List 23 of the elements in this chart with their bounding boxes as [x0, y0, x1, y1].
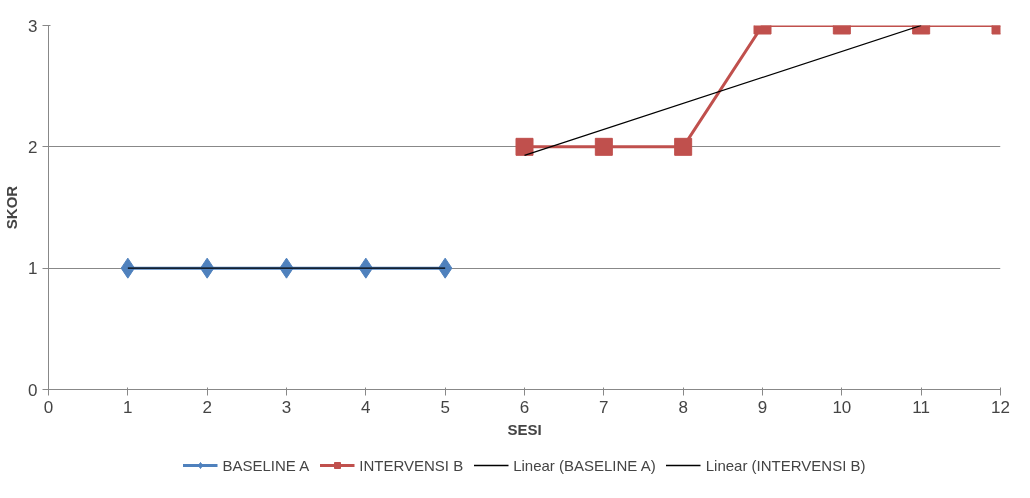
y-tick-label: 2	[28, 137, 38, 157]
x-tick-label: 8	[678, 397, 688, 417]
y-tick-label: 0	[28, 380, 38, 400]
x-tick-label: 3	[281, 397, 292, 417]
x-tick-label: 2	[202, 397, 212, 417]
x-tick-label: 12	[991, 397, 1010, 417]
legend-label: INTERVENSI B	[359, 456, 464, 474]
x-tick-label: 5	[440, 397, 450, 417]
legend-label: Linear (BASELINE A)	[513, 456, 656, 474]
x-axis-title: SESI	[507, 420, 542, 438]
x-tick-label: 6	[519, 397, 530, 417]
x-tick-label: 9	[757, 397, 768, 417]
y-tick-label: 3	[28, 16, 38, 36]
x-tick-label: 10	[832, 397, 852, 417]
legend-label: BASELINE A	[222, 456, 310, 474]
y-tick-label: 1	[28, 259, 38, 279]
y-axis-title: SKOR	[3, 185, 21, 230]
x-tick-label: 4	[361, 397, 371, 417]
x-tick-label: 1	[123, 397, 133, 417]
x-tick-label: 0	[43, 397, 54, 417]
x-tick-label: 7	[599, 397, 609, 417]
x-tick-label: 11	[912, 397, 930, 417]
legend-label: Linear (INTERVENSI B)	[705, 456, 866, 474]
